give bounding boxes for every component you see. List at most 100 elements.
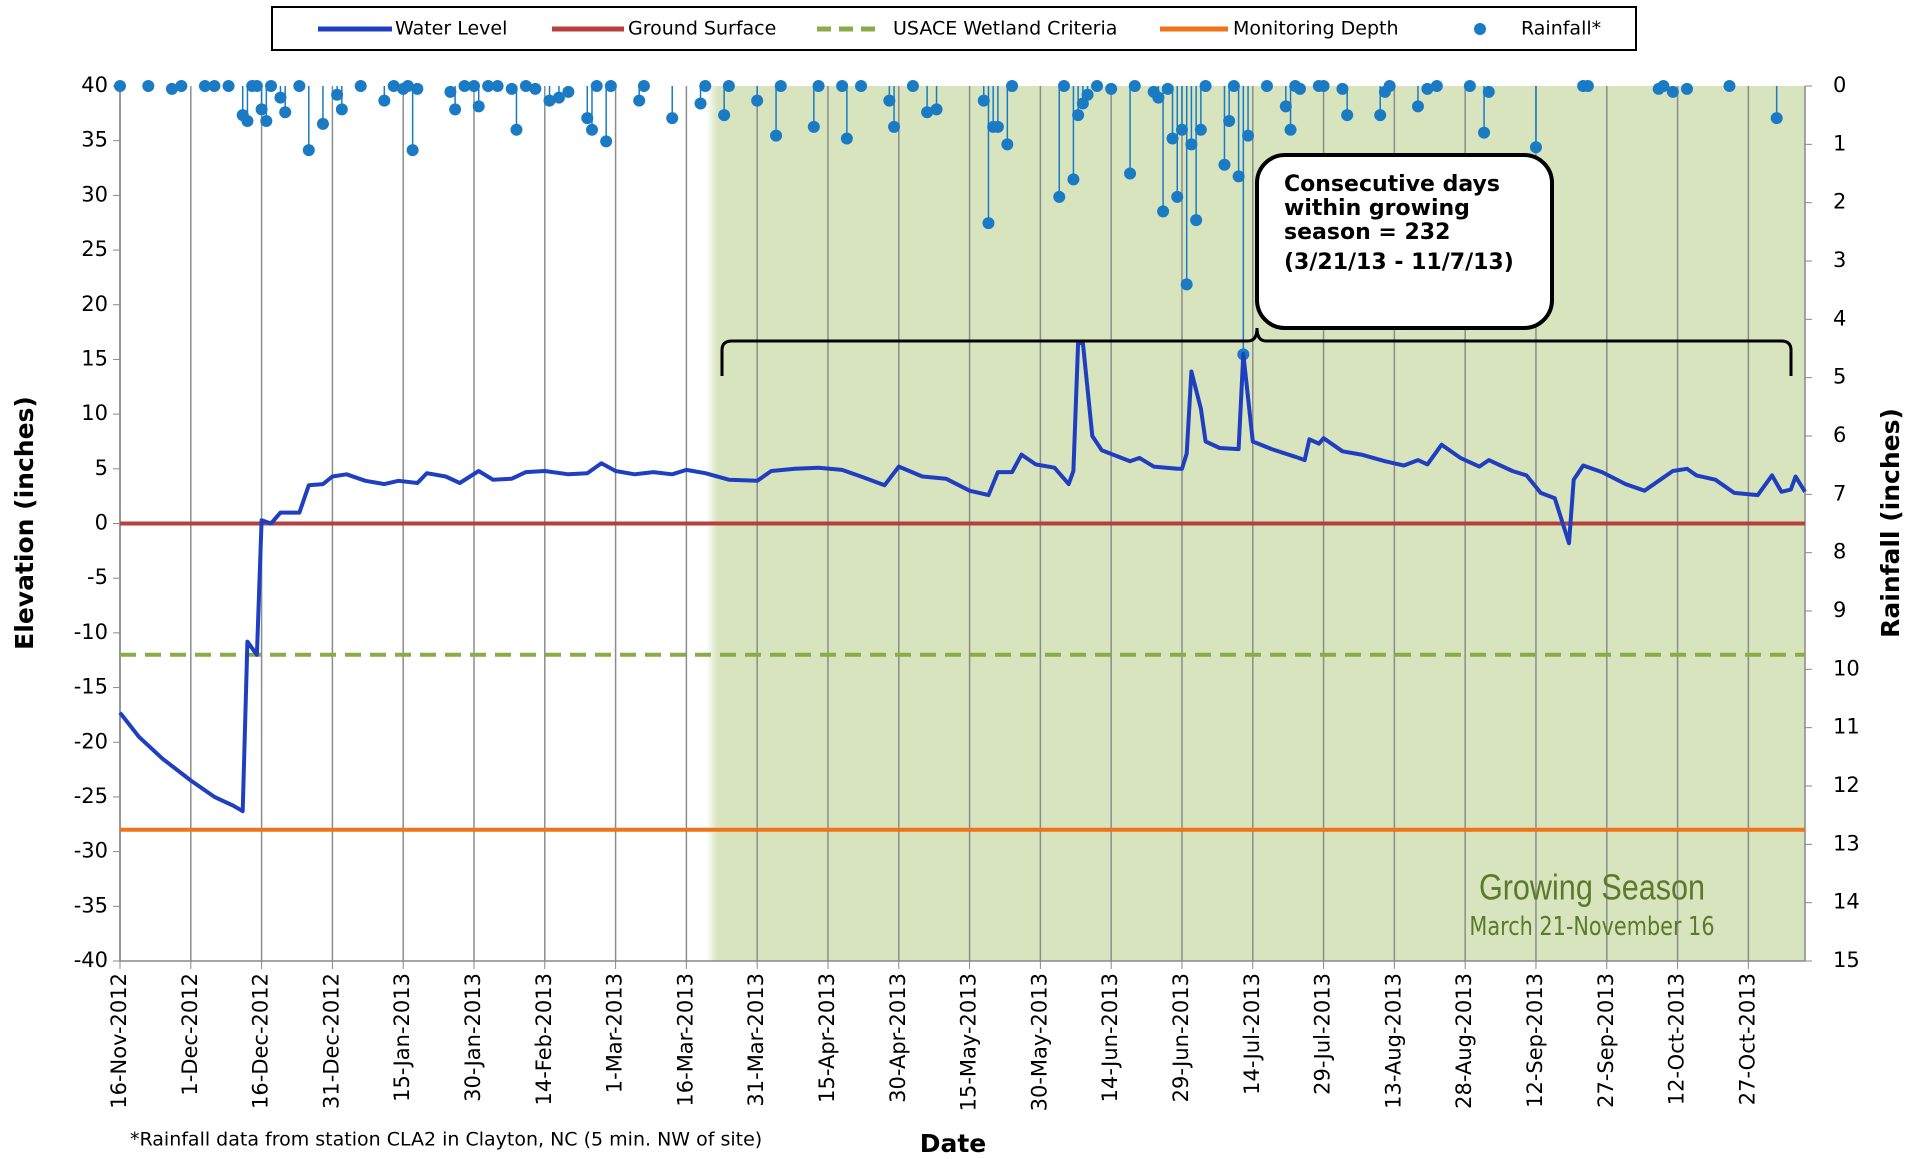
rainfall-point <box>1157 205 1170 218</box>
y2-tick-label: 4 <box>1833 306 1846 330</box>
y2-tick-label: 0 <box>1833 73 1846 97</box>
y2-tick-label: 14 <box>1833 890 1860 914</box>
rainfall-point <box>1430 80 1443 92</box>
x-tick-label: 27-Oct-2013 <box>1735 973 1759 1105</box>
rainfall-point <box>411 82 424 95</box>
y-tick-label: -20 <box>74 729 108 753</box>
rainfall-point <box>921 106 934 119</box>
footnote: *Rainfall data from station CLA2 in Clay… <box>130 1129 762 1151</box>
rainfall-point <box>774 80 787 92</box>
rainfall-point <box>1161 82 1174 95</box>
rainfall-point <box>458 80 471 92</box>
rainfall-point <box>1166 132 1179 145</box>
annotation-line: within growing <box>1284 196 1470 221</box>
rainfall-point <box>1072 109 1085 122</box>
x-tick-label: 16-Nov-2012 <box>107 973 131 1109</box>
rainfall-point <box>543 94 556 107</box>
y-tick-label: 35 <box>81 128 108 152</box>
x-tick-label: 16-Mar-2013 <box>673 973 697 1107</box>
rainfall-point <box>1681 82 1694 95</box>
y2-tick-label: 11 <box>1833 715 1860 739</box>
rainfall-point <box>1383 80 1396 92</box>
rainfall-point <box>165 82 178 95</box>
y2-tick-label: 15 <box>1833 948 1860 972</box>
rainfall-point <box>562 85 575 98</box>
x-tick-label: 14-Jul-2013 <box>1240 973 1264 1095</box>
legend-label: Rainfall* <box>1521 18 1601 40</box>
y2-tick-label: 10 <box>1833 656 1860 680</box>
rainfall-point <box>279 106 292 119</box>
rainfall-point <box>274 91 287 104</box>
y-tick-label: -25 <box>74 784 108 808</box>
rainfall-point <box>1081 88 1094 101</box>
y-tick-label: 10 <box>81 401 108 425</box>
rainfall-point <box>770 129 783 142</box>
rainfall-point <box>581 112 594 125</box>
y2-tick-label: 8 <box>1833 540 1846 564</box>
rainfall-point <box>1770 112 1783 125</box>
x-tick-label: 31-Dec-2012 <box>319 973 343 1109</box>
rainfall-point <box>1175 123 1188 136</box>
rainfall-point <box>335 103 348 116</box>
annotation: Consecutive days within growing season =… <box>1284 172 1514 275</box>
rainfall-point <box>1482 85 1495 98</box>
annotation-line: (3/21/13 - 11/7/13) <box>1284 250 1514 275</box>
y2-tick-label: 9 <box>1833 598 1846 622</box>
rainfall-point <box>302 144 315 157</box>
rainfall-point <box>1232 170 1245 183</box>
rainfall-point <box>1171 190 1184 203</box>
y2-tick-label: 12 <box>1833 773 1860 797</box>
rainfall-point <box>449 103 462 116</box>
rainfall-point <box>472 100 485 113</box>
rainfall-point <box>930 103 943 116</box>
x-tick-label: 16-Dec-2012 <box>249 973 273 1109</box>
rainfall-point <box>241 115 254 127</box>
rainfall-point <box>590 80 603 92</box>
rainfall-point <box>1478 126 1491 139</box>
x-tick-label: 14-Jun-2013 <box>1098 973 1122 1102</box>
rainfall-point <box>491 80 504 92</box>
y2-tick-label: 1 <box>1833 131 1846 155</box>
season-label: Growing Season <box>1479 868 1705 908</box>
rainfall-point <box>1284 123 1297 136</box>
rainfall-point <box>977 94 990 107</box>
rainfall-point <box>1657 80 1670 92</box>
rainfall-point <box>1053 190 1066 203</box>
rainfall-point <box>1105 82 1118 95</box>
y2-tick-label: 5 <box>1833 365 1846 389</box>
rainfall-point <box>855 80 868 92</box>
annotation-line: Consecutive days <box>1284 172 1500 197</box>
rainfall-point <box>467 80 480 92</box>
y2-tick-label: 7 <box>1833 481 1846 505</box>
rainfall-point <box>1421 82 1434 95</box>
grid: 16-Nov-2012 1-Dec-2012 16-Dec-2012 31-Dec-2… <box>74 73 1860 1111</box>
season-sublabel: March 21-November 16 <box>1469 911 1714 942</box>
water-level-line <box>118 341 1807 814</box>
rainfall-point <box>316 117 329 130</box>
y-axis-title: Elevation (inches) <box>10 396 39 650</box>
y2-tick-label: 2 <box>1833 190 1846 214</box>
rainfall-point <box>198 80 211 92</box>
rainfall-point <box>1341 109 1354 122</box>
rainfall-point <box>250 80 263 92</box>
rainfall-point <box>633 94 646 107</box>
legend-label: USACE Wetland Criteria <box>893 18 1117 40</box>
x-tick-label: 1-Mar-2013 <box>603 973 627 1093</box>
rainfall-point <box>1242 129 1255 142</box>
rainfall-point <box>982 217 995 230</box>
rainfall-point <box>1411 100 1424 113</box>
rainfall-point <box>354 80 367 92</box>
y-tick-label: 30 <box>81 182 108 206</box>
y-tick-label: -15 <box>74 675 108 699</box>
annotation-box <box>1255 153 1554 330</box>
rainfall-point <box>718 109 731 122</box>
y-tick-label: -40 <box>74 948 108 972</box>
rainfall-point <box>175 80 188 92</box>
rainfall-point <box>699 80 712 92</box>
rainfall-point <box>1057 80 1070 92</box>
x-tick-label: 12-Sep-2013 <box>1523 973 1547 1108</box>
x-tick-label: 12-Oct-2013 <box>1665 973 1689 1105</box>
y2-tick-label: 6 <box>1833 423 1846 447</box>
annotation-line: season = 232 <box>1284 220 1450 245</box>
